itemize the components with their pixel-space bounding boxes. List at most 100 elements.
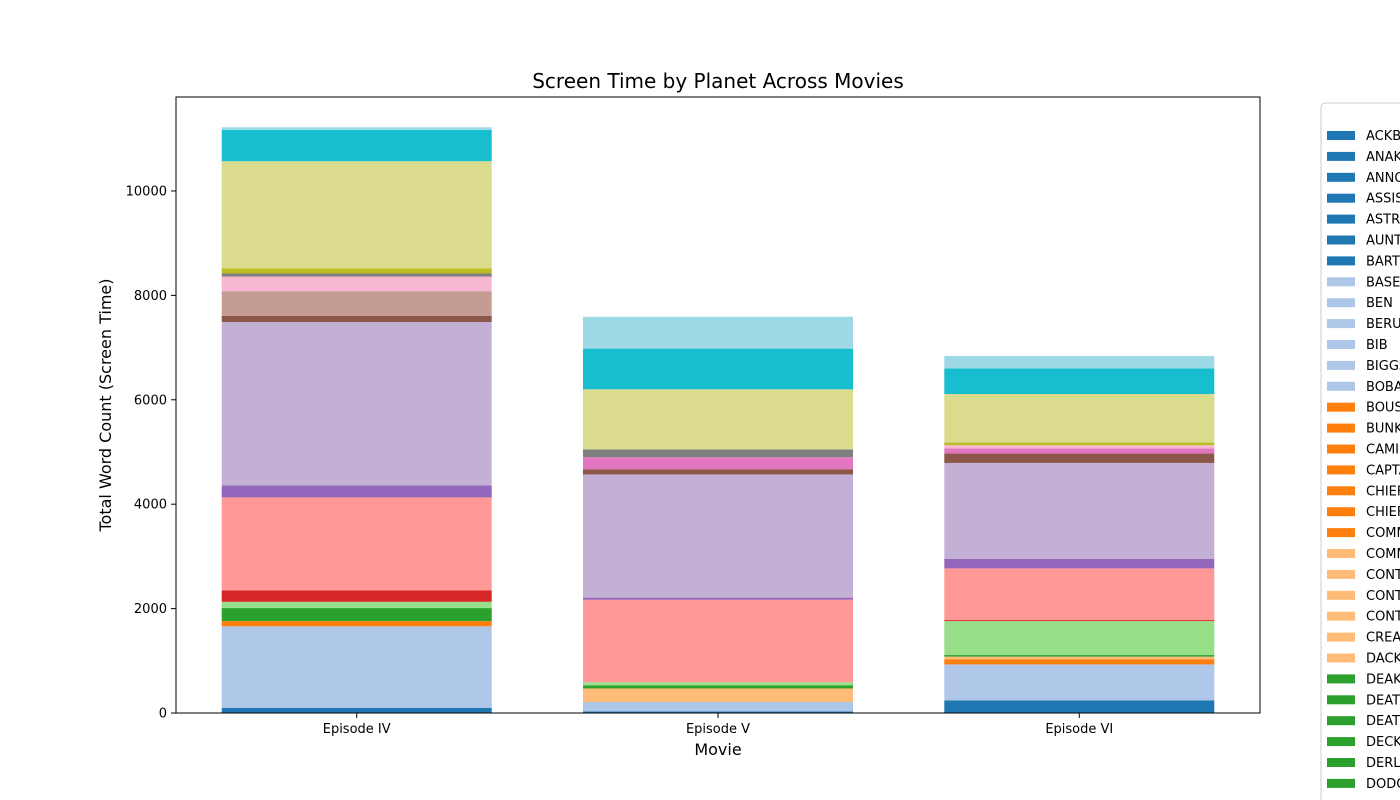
legend-label: COMMUNICATIONS [1366, 547, 1400, 562]
bar-segment [944, 442, 1215, 446]
legend-label: DODONNA [1366, 777, 1400, 792]
bar-segment [221, 129, 492, 162]
legend-label: ACKBAR [1366, 129, 1400, 144]
bar-segment [221, 273, 492, 277]
bar-segment [583, 682, 853, 686]
legend-swatch [1327, 465, 1355, 475]
x-tick-label: Episode VI [1045, 722, 1113, 737]
legend-label: BUNKER [1366, 422, 1400, 437]
bar-segment [944, 394, 1215, 443]
legend-label: DEATH [1366, 714, 1400, 729]
legend-swatch [1327, 653, 1355, 663]
legend-label: BEN [1366, 296, 1393, 311]
bar-segment [583, 348, 853, 390]
bar-segment [944, 368, 1215, 395]
legend-swatch [1327, 235, 1355, 245]
legend-label: ANNOUNCER [1366, 171, 1400, 186]
bar-segment [221, 707, 492, 713]
bar-segment [944, 659, 1215, 665]
legend-label: CHIEF [1366, 505, 1400, 520]
chart-title: Screen Time by Planet Across Movies [532, 69, 904, 93]
legend-label: CAMIE [1366, 443, 1400, 458]
legend-swatch [1327, 423, 1355, 433]
x-axis: Episode IV Episode V Episode VI [323, 713, 1113, 737]
legend-swatch [1327, 549, 1355, 558]
bar-segment [944, 620, 1215, 622]
legend-swatch [1327, 277, 1355, 287]
legend-swatch [1327, 674, 1355, 684]
y-tick-label: 6000 [134, 393, 167, 408]
bar-segment [583, 469, 853, 475]
bar-segment [944, 621, 1215, 656]
y-axis: 0 2000 4000 6000 8000 10000 [126, 184, 176, 722]
bar-segment [583, 474, 853, 598]
bar-segment [944, 656, 1215, 660]
legend-swatch [1327, 381, 1355, 391]
bar-segment [221, 590, 492, 602]
legend-swatch [1327, 193, 1355, 203]
legend-swatch [1327, 486, 1355, 496]
bar-segment [221, 497, 492, 591]
legend-label: BIB [1366, 338, 1388, 353]
legend-label: DACK [1366, 652, 1400, 667]
bar-segment [944, 448, 1215, 454]
legend-swatch [1327, 444, 1355, 454]
legend-swatch [1327, 340, 1355, 349]
legend-swatch [1327, 611, 1355, 621]
bar-segment [583, 597, 853, 600]
legend-swatch [1327, 172, 1355, 182]
legend-label: BERU [1366, 317, 1400, 332]
y-tick-label: 0 [159, 707, 167, 722]
legend-swatch [1327, 632, 1355, 642]
bar-segment [221, 626, 492, 708]
legend-label: CAPTAIN [1366, 463, 1400, 478]
legend-swatch [1327, 778, 1355, 788]
bar-segment [583, 688, 853, 703]
legend-label: CHIEF [1366, 484, 1400, 499]
legend: ACKBAR ANAKIN ANNOUNCER ASSISTANT ASTRO AUNT B… [1320, 102, 1400, 800]
legend-swatch [1327, 151, 1355, 161]
bar-segment [944, 453, 1215, 463]
y-tick-label: 8000 [134, 289, 167, 304]
legend-label: DERLIN [1366, 756, 1400, 771]
bar-segment [944, 664, 1215, 701]
bar-segment [221, 291, 492, 316]
y-axis-label: Total Word Count (Screen Time) [96, 279, 115, 533]
bar-segment [944, 655, 1215, 657]
legend-swatch [1327, 716, 1355, 726]
bar-segment [583, 685, 853, 689]
y-tick-label: 10000 [126, 184, 167, 199]
legend-label: DEATH [1366, 693, 1400, 708]
bar-segment [583, 389, 853, 450]
bar-segment [583, 711, 853, 713]
legend-swatch [1327, 402, 1355, 412]
x-tick-label: Episode V [686, 722, 750, 737]
bar-segment [583, 449, 853, 458]
legend-label: BARTENDER [1366, 254, 1400, 269]
legend-label: BOBA [1366, 380, 1400, 395]
bar-segment [221, 268, 492, 274]
legend-swatch [1327, 695, 1355, 705]
legend-label: BIGGS [1366, 359, 1400, 374]
bar-segment [221, 485, 492, 498]
bar-segment [583, 702, 853, 712]
legend-swatch [1327, 569, 1355, 579]
legend-swatch [1327, 319, 1355, 329]
bar-segment [944, 700, 1215, 713]
legend-swatch [1327, 360, 1355, 370]
legend-swatch [1327, 256, 1355, 266]
legend-label: ASSISTANT [1366, 192, 1400, 207]
bar-segment [221, 608, 492, 622]
bar-segment [583, 316, 853, 349]
bar-segment [221, 621, 492, 627]
bar-segment [221, 161, 492, 269]
legend-label: COMMANDER [1366, 526, 1400, 541]
bar-segment [583, 599, 853, 683]
legend-label: BASE [1366, 275, 1400, 290]
legend-label: CONTROLLERS [1366, 610, 1400, 625]
legend-swatch [1327, 590, 1355, 600]
legend-swatch [1327, 758, 1355, 767]
legend-swatch [1327, 528, 1355, 538]
y-tick-label: 2000 [134, 602, 167, 617]
